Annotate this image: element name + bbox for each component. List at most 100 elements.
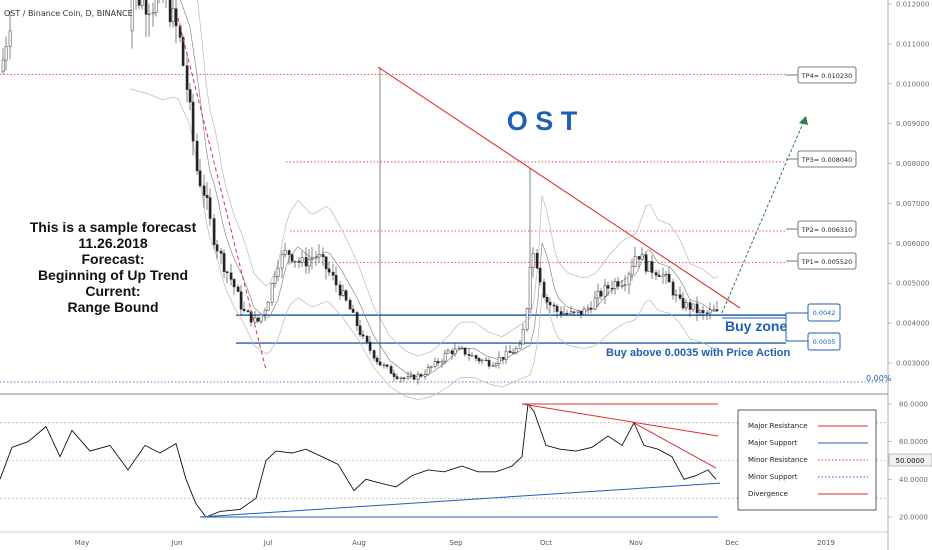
buy-above-label: Buy above 0.0035 with Price Action bbox=[606, 347, 790, 359]
zone-0042: 0.0042 bbox=[786, 303, 841, 322]
candle-body bbox=[443, 352, 447, 362]
candle-body bbox=[552, 304, 556, 307]
candle-body bbox=[202, 185, 206, 196]
candle-body bbox=[222, 253, 226, 272]
legend-item-divergence: Divergence bbox=[748, 490, 868, 498]
candle-body bbox=[576, 310, 580, 313]
candle-body bbox=[661, 274, 665, 277]
candle-body bbox=[273, 275, 277, 284]
zone-0035: 0.0035 bbox=[786, 332, 841, 351]
candle-body bbox=[586, 307, 590, 310]
candle-body bbox=[559, 311, 563, 315]
candle-body bbox=[270, 283, 274, 303]
candle-body bbox=[446, 350, 450, 354]
candle-body bbox=[712, 309, 716, 311]
candle-body bbox=[219, 250, 223, 254]
candle-body bbox=[154, 0, 158, 13]
candle-body bbox=[225, 271, 229, 274]
candle-body bbox=[423, 374, 427, 377]
candle-body bbox=[501, 357, 505, 360]
uptrend-arrow-line bbox=[721, 115, 807, 314]
candle-body bbox=[521, 329, 525, 345]
candle-body bbox=[144, 0, 148, 15]
candle-body bbox=[229, 272, 233, 280]
candle-body bbox=[341, 290, 345, 296]
price-tick-label: 0.007000 bbox=[896, 200, 929, 208]
candle-body bbox=[688, 302, 692, 310]
candle-body bbox=[681, 298, 685, 309]
candle-body bbox=[188, 89, 192, 103]
candle-body bbox=[647, 261, 651, 272]
candle-body bbox=[477, 358, 481, 362]
candle-body bbox=[236, 286, 240, 292]
rsi-current-badge: 50.0000 bbox=[888, 453, 932, 467]
target-tp2: TP2= 0.006310 bbox=[786, 220, 857, 238]
candle-body bbox=[283, 250, 287, 255]
candle-body bbox=[276, 267, 280, 277]
candle-body bbox=[678, 294, 682, 299]
candle-body bbox=[674, 294, 678, 296]
candle-body bbox=[327, 268, 331, 273]
candle-body bbox=[416, 374, 420, 380]
candle-body bbox=[545, 297, 549, 303]
forecast-line-5: Current: bbox=[85, 283, 140, 299]
lower-band bbox=[129, 88, 719, 401]
date-tick-label: Dec bbox=[725, 539, 739, 547]
candle-body bbox=[239, 291, 243, 310]
legend-item-minor-resistance: Minor Resistance bbox=[748, 456, 868, 464]
candle-body bbox=[399, 377, 403, 380]
candle-body bbox=[4, 46, 8, 61]
legend-item-minor-support: Minor Support bbox=[748, 473, 868, 481]
candle-body bbox=[368, 341, 372, 351]
candle-body bbox=[708, 309, 712, 314]
legend-label: Minor Resistance bbox=[748, 456, 808, 464]
candle-body bbox=[463, 347, 467, 355]
candle-body bbox=[290, 254, 294, 262]
candle-body bbox=[382, 364, 386, 366]
legend-label: Divergence bbox=[748, 490, 788, 498]
candle-body bbox=[460, 347, 464, 350]
candle-body bbox=[198, 170, 202, 187]
candle-body bbox=[657, 274, 661, 277]
candle-body bbox=[640, 254, 644, 260]
candle-body bbox=[392, 373, 396, 377]
price-tick-label: 0.010000 bbox=[896, 80, 929, 88]
candlesticks bbox=[1, 0, 719, 385]
candle-body bbox=[385, 364, 389, 367]
middle-band bbox=[180, 0, 719, 378]
target-tp4: TP4= 0.010230 bbox=[786, 66, 857, 84]
candle-body bbox=[259, 314, 263, 322]
price-tick-label: 0.003000 bbox=[896, 360, 929, 368]
price-tick-label: 0.008000 bbox=[896, 160, 929, 168]
candle-body bbox=[565, 313, 569, 315]
tp3-label: TP3= 0.008040 bbox=[801, 156, 853, 164]
tp4-label: TP4= 0.010230 bbox=[801, 72, 853, 80]
candle-body bbox=[457, 347, 461, 350]
bollinger-bands bbox=[129, 0, 719, 401]
candle-body bbox=[535, 253, 539, 269]
candle-body bbox=[630, 266, 634, 275]
candle-body bbox=[440, 360, 444, 364]
upper-band bbox=[197, 0, 719, 357]
candle-body bbox=[616, 281, 620, 287]
candle-body bbox=[375, 357, 379, 363]
candle-body bbox=[280, 254, 284, 269]
candle-body bbox=[572, 311, 576, 313]
candle-body bbox=[355, 312, 359, 327]
candle-body bbox=[321, 254, 325, 258]
candle-body bbox=[151, 12, 155, 15]
candle-body bbox=[419, 374, 423, 377]
candle-body bbox=[406, 376, 410, 379]
candle-body bbox=[426, 367, 430, 375]
candle-body bbox=[266, 302, 270, 311]
price-tick-label: 0.004000 bbox=[896, 320, 929, 328]
candle-body bbox=[497, 357, 501, 364]
candle-body bbox=[147, 13, 151, 16]
candle-body bbox=[191, 101, 195, 142]
candle-body bbox=[654, 272, 658, 276]
candle-body bbox=[494, 363, 498, 366]
candle-body bbox=[8, 30, 12, 47]
candle-body bbox=[484, 359, 488, 362]
candle-body bbox=[174, 8, 178, 27]
candle-body bbox=[555, 305, 559, 312]
